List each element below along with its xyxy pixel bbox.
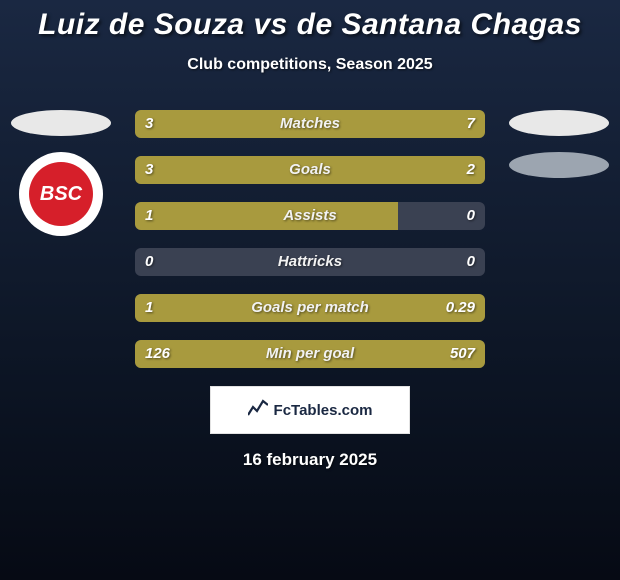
stat-row: 126507Min per goal	[135, 340, 485, 368]
stat-label: Min per goal	[135, 340, 485, 368]
stat-label: Goals	[135, 156, 485, 184]
club-logo: BSC	[19, 152, 103, 236]
club-logo-text: BSC	[29, 162, 93, 226]
comparison-bars: 37Matches 32Goals 10Assists 00Hattricks 10.2…	[135, 110, 485, 368]
stat-label: Matches	[135, 110, 485, 138]
page-title: Luiz de Souza vs de Santana Chagas	[0, 8, 620, 42]
date-label: 16 february 2025	[0, 450, 620, 470]
stats-area: BSC 37Matches 32Goals 10Assists 00Hattricks…	[0, 110, 620, 368]
flag-icon	[509, 110, 609, 136]
attribution-badge: FcTables.com	[210, 386, 410, 434]
subtitle: Club competitions, Season 2025	[0, 56, 620, 74]
attribution-text: FcTables.com	[274, 402, 373, 419]
stat-label: Goals per match	[135, 294, 485, 322]
stat-row: 00Hattricks	[135, 248, 485, 276]
stat-row: 32Goals	[135, 156, 485, 184]
right-player-column	[504, 110, 614, 194]
container: Luiz de Souza vs de Santana Chagas Club …	[0, 0, 620, 580]
stat-label: Assists	[135, 202, 485, 230]
stat-row: 37Matches	[135, 110, 485, 138]
flag-icon	[11, 110, 111, 136]
chart-icon	[248, 399, 268, 422]
club-oval-icon	[509, 152, 609, 178]
left-player-column: BSC	[6, 110, 116, 236]
stat-row: 10Assists	[135, 202, 485, 230]
stat-label: Hattricks	[135, 248, 485, 276]
stat-row: 10.29Goals per match	[135, 294, 485, 322]
